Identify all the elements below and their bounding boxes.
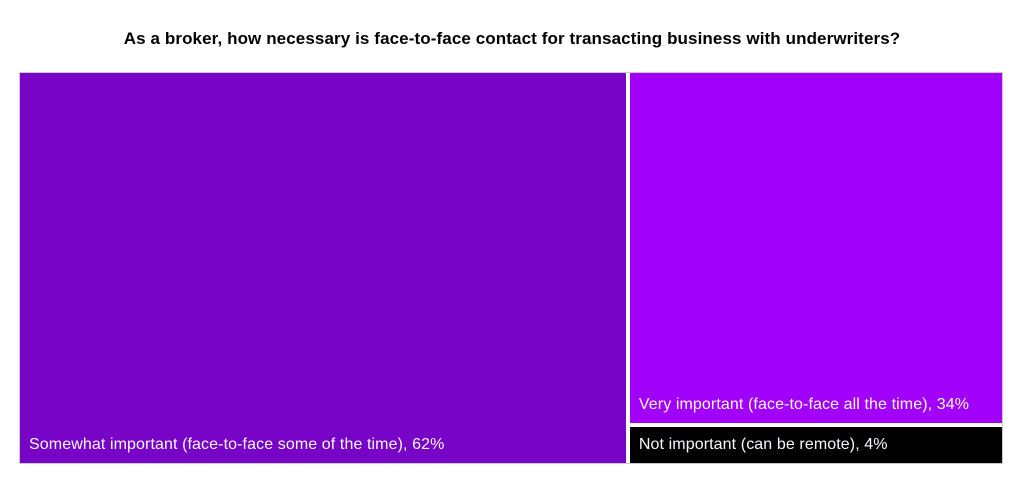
- page-title: As a broker, how necessary is face-to-fa…: [123, 29, 901, 48]
- treemap-cell-somewhat-important: Somewhat important (face-to-face some of…: [20, 73, 626, 463]
- treemap-label-very-important: Very important (face-to-face all the tim…: [638, 396, 970, 413]
- treemap-cell-very-important: Very important (face-to-face all the tim…: [629, 73, 1002, 423]
- treemap-right-column: Very important (face-to-face all the tim…: [629, 73, 1002, 463]
- treemap-cell-not-important: Not important (can be remote), 4%: [629, 427, 1002, 463]
- treemap-chart: Somewhat important (face-to-face some of…: [19, 72, 1003, 464]
- treemap-label-not-important: Not important (can be remote), 4%: [638, 436, 888, 453]
- treemap-label-somewhat-important: Somewhat important (face-to-face some of…: [29, 436, 445, 453]
